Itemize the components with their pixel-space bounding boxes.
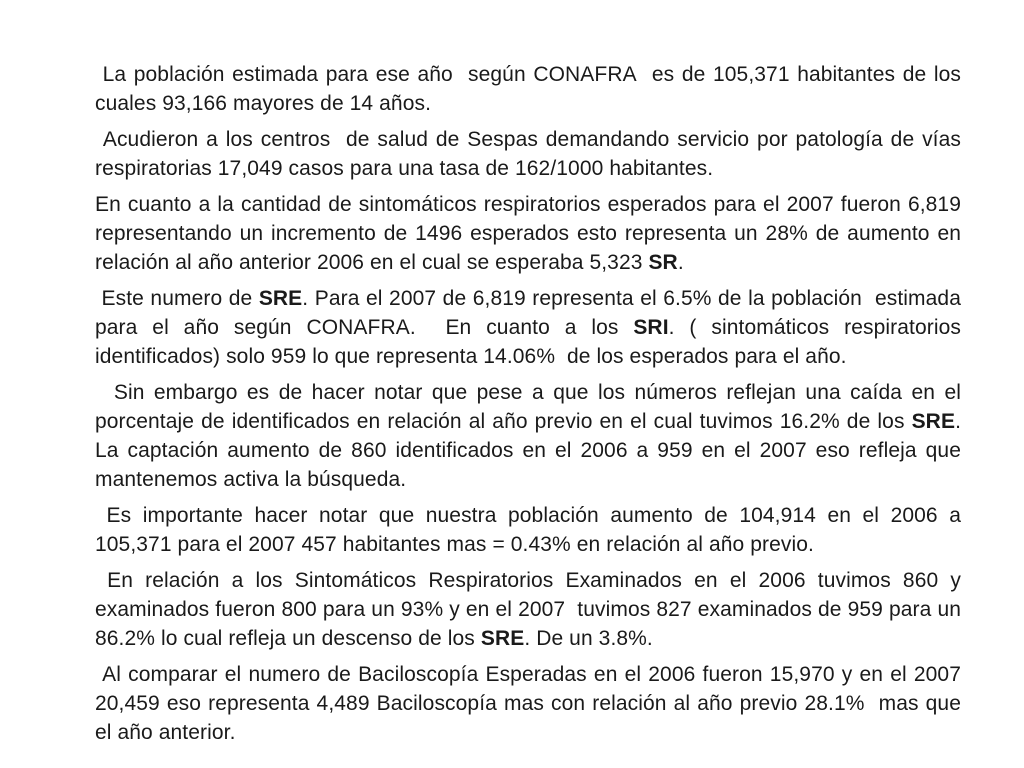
text-run: Este numero de <box>95 287 259 310</box>
text-run: En cuanto a la cantidad de sintomáticos … <box>95 193 961 274</box>
paragraph: Acudieron a los centros de salud de Sesp… <box>95 125 961 183</box>
paragraph: En relación a los Sintomáticos Respirato… <box>95 566 961 653</box>
text-run: SRE <box>258 287 303 310</box>
text-run: SRE <box>911 410 956 433</box>
paragraph: Sin embargo es de hacer notar que pese a… <box>95 378 961 494</box>
text-run: . De un 3.8%. <box>524 627 653 650</box>
text-run: SRE <box>480 627 525 650</box>
text-run: . Para el 2007 de 6,819 representa el 6.… <box>95 287 961 339</box>
paragraph: Este numero de SRE. Para el 2007 de 6,81… <box>95 284 961 371</box>
paragraph: La población estimada para ese año según… <box>95 60 961 118</box>
text-run: SR <box>648 251 678 274</box>
text-run: Sin embargo es de hacer notar que pese a… <box>95 381 961 433</box>
text-run: SRI <box>633 316 669 339</box>
text-run: . <box>677 251 684 274</box>
text-run: La población estimada para ese año según… <box>95 63 961 115</box>
paragraph: Al comparar el numero de Baciloscopía Es… <box>95 660 961 747</box>
text-run: Es importante hacer notar que nuestra po… <box>95 504 961 556</box>
text-run: . La captación aumento de 860 identifica… <box>95 410 961 491</box>
text-run: En relación a los Sintomáticos Respirato… <box>95 569 961 650</box>
text-block: La población estimada para ese año según… <box>95 60 961 754</box>
paragraph: En cuanto a la cantidad de sintomáticos … <box>95 190 961 277</box>
text-run: . ( sintomáticos respiratorios identific… <box>95 316 961 368</box>
paragraph: Es importante hacer notar que nuestra po… <box>95 501 961 559</box>
text-run: Acudieron a los centros de salud de Sesp… <box>95 128 961 180</box>
text-run: Al comparar el numero de Baciloscopía Es… <box>95 663 961 744</box>
